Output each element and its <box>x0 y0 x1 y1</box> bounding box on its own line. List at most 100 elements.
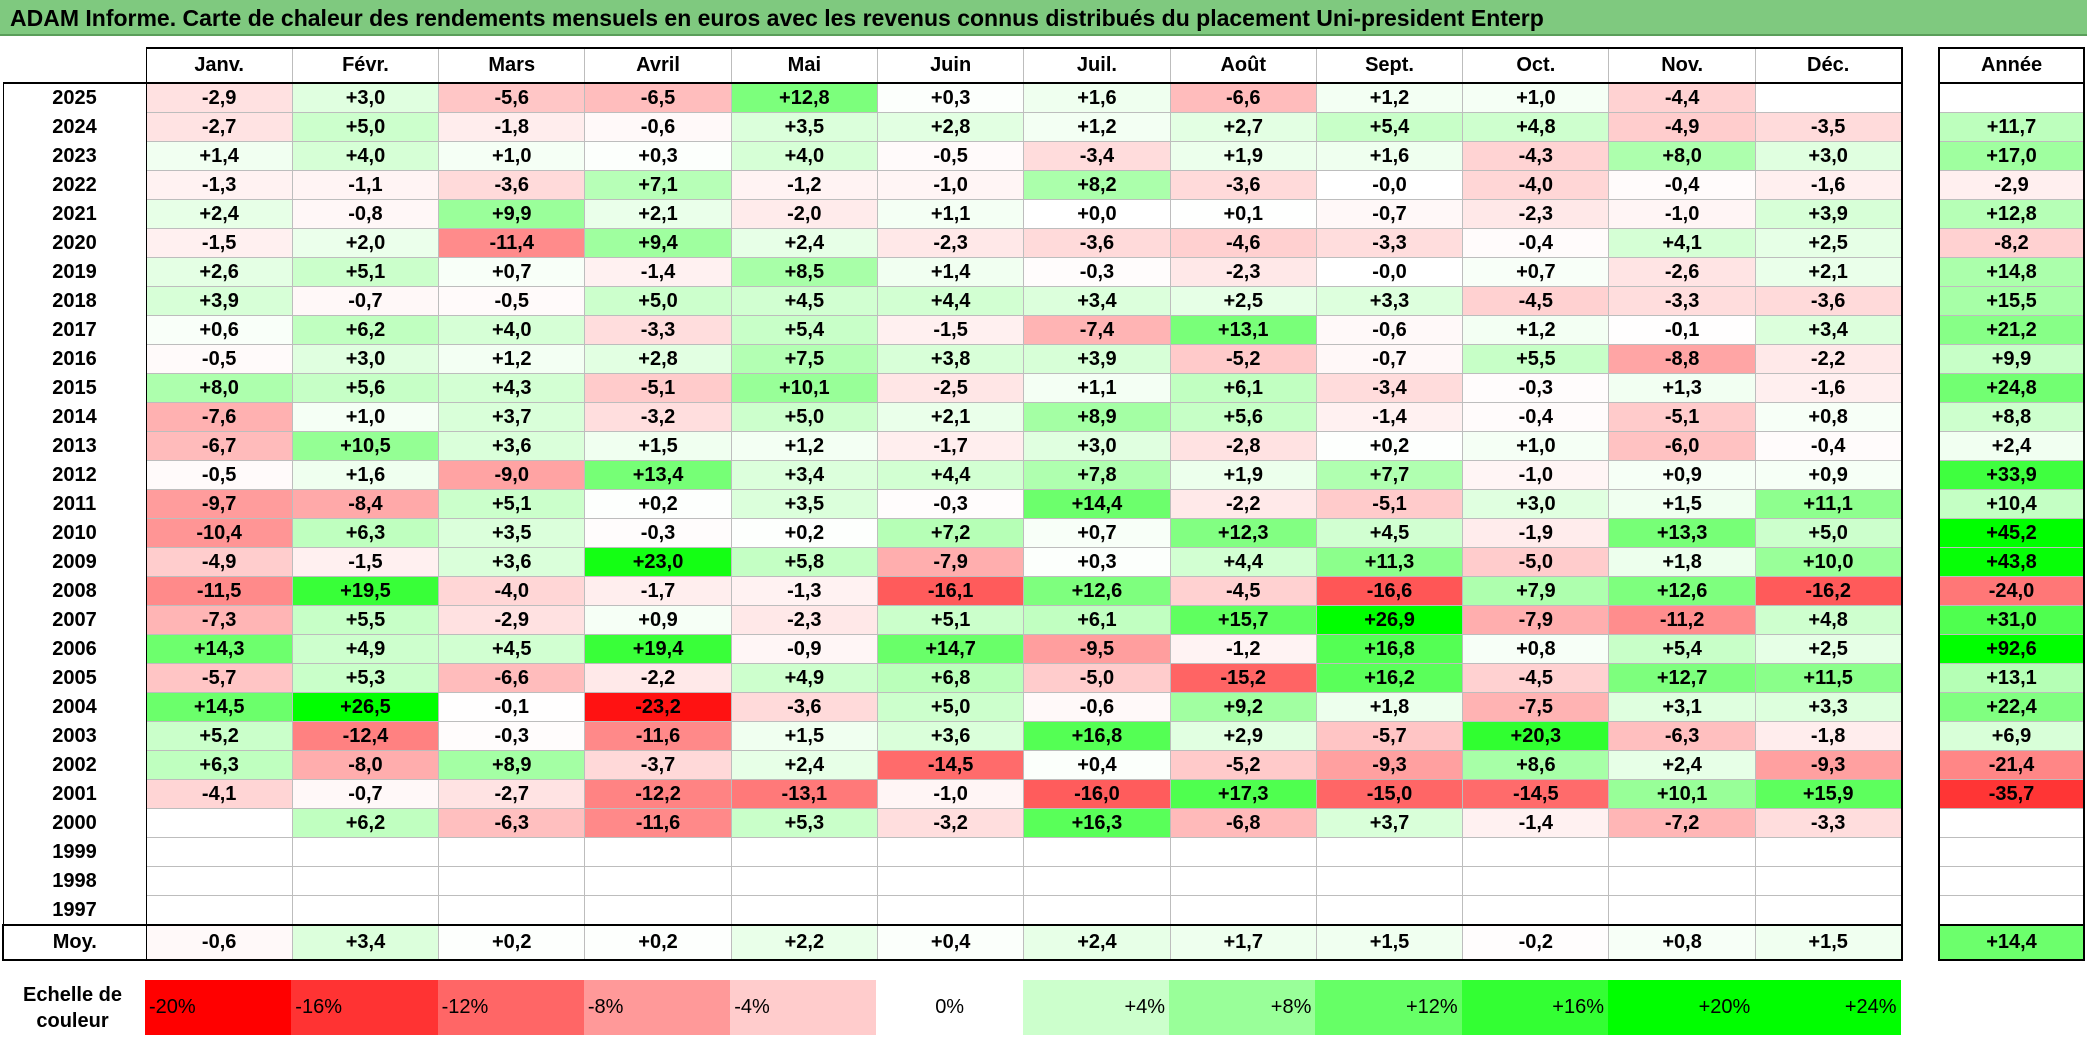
heatmap-cell: +7,9 <box>1462 576 1610 606</box>
heatmap-cell: +0,9 <box>584 605 732 635</box>
heatmap-cell: +3,1 <box>1608 692 1756 722</box>
heatmap-cell: +3,6 <box>438 547 586 577</box>
heatmap-cell: -11,4 <box>438 228 586 258</box>
heatmap-cell: -4,5 <box>1169 576 1317 606</box>
heatmap-cell: -6,8 <box>1169 808 1317 838</box>
heatmap-cell: +8,0 <box>145 373 293 403</box>
heatmap-cell: -2,3 <box>730 605 878 635</box>
color-scale-step: 0% <box>876 980 1023 1035</box>
heatmap-cell: -2,2 <box>584 663 732 693</box>
heatmap-cell: +15,7 <box>1169 605 1317 635</box>
heatmap-cell: +10,0 <box>1754 547 1903 577</box>
heatmap-cell <box>1315 837 1464 867</box>
color-scale: Echelle de couleur -20% -16% -12% -8% -4% 0% +… <box>0 980 1901 1035</box>
annual-cell <box>1938 866 2085 896</box>
heatmap-cell: -3,3 <box>1315 228 1464 258</box>
heatmap-cell: +1,6 <box>1023 82 1171 113</box>
heatmap-cell: +0,2 <box>1315 431 1464 461</box>
heatmap-cell: +5,3 <box>291 663 440 693</box>
heatmap-cell <box>1754 837 1903 867</box>
heatmap-cell: +0,8 <box>1462 634 1610 664</box>
annual-cell: -21,4 <box>1938 750 2085 780</box>
heatmap-cell: -0,3 <box>584 518 732 548</box>
heatmap-cell <box>1608 895 1756 926</box>
heatmap-cell: -4,9 <box>145 547 293 577</box>
heatmap-cell <box>145 866 293 896</box>
heatmap-cell: -1,3 <box>730 576 878 606</box>
heatmap-cell: +8,9 <box>1023 402 1171 432</box>
heatmap-cell: -14,5 <box>876 750 1025 780</box>
heatmap-cell: +13,3 <box>1608 518 1756 548</box>
heatmap-cell: +3,0 <box>291 82 440 113</box>
color-scale-step: +24% <box>1754 980 1901 1035</box>
annual-cell: -24,0 <box>1938 576 2085 606</box>
month-header: Févr. <box>291 47 440 84</box>
heatmap-cell <box>1315 895 1464 926</box>
heatmap-cell <box>1023 866 1171 896</box>
heatmap-cell: +1,0 <box>438 141 586 171</box>
heatmap-cell: -7,4 <box>1023 315 1171 345</box>
month-header: Avril <box>584 47 732 84</box>
annual-cell: +8,8 <box>1938 402 2085 432</box>
heatmap-cell: -9,7 <box>145 489 293 519</box>
heatmap-cell: +3,4 <box>1754 315 1903 345</box>
heatmap-cell: +7,7 <box>1315 460 1464 490</box>
heatmap-cell: +0,7 <box>1023 518 1171 548</box>
heatmap-cell: +5,0 <box>876 692 1025 722</box>
year-label: 2001 <box>2 779 147 809</box>
heatmap-cell <box>584 895 732 926</box>
heatmap-cell: +1,0 <box>1462 82 1610 113</box>
annual-cell: +12,8 <box>1938 199 2085 229</box>
year-label: 2007 <box>2 605 147 635</box>
heatmap-cell <box>1023 895 1171 926</box>
heatmap-cell: -5,0 <box>1462 547 1610 577</box>
heatmap-cell: +14,5 <box>145 692 293 722</box>
heatmap-cell <box>1023 837 1171 867</box>
heatmap-cell: +4,4 <box>876 460 1025 490</box>
average-label: Moy. <box>2 924 147 961</box>
heatmap-cell: -0,0 <box>1315 170 1464 200</box>
heatmap-cell: +0,1 <box>1169 199 1317 229</box>
heatmap-cell <box>145 895 293 926</box>
month-header: Juin <box>876 47 1025 84</box>
heatmap-cell: -16,1 <box>876 576 1025 606</box>
month-header: Juil. <box>1023 47 1171 84</box>
annual-cell: +14,8 <box>1938 257 2085 287</box>
heatmap-cell: -0,7 <box>1315 344 1464 374</box>
heatmap-cell: +2,5 <box>1169 286 1317 316</box>
year-label: 2010 <box>2 518 147 548</box>
heatmap-cell: -7,9 <box>1462 605 1610 635</box>
heatmap-cell: +2,8 <box>876 112 1025 142</box>
color-scale-step: +8% <box>1169 980 1316 1035</box>
heatmap-cell: +8,6 <box>1462 750 1610 780</box>
heatmap-cell: +3,0 <box>291 344 440 374</box>
heatmap-cell: +5,2 <box>145 721 293 751</box>
heatmap-cell: -1,0 <box>876 779 1025 809</box>
heatmap-cell: -11,6 <box>584 721 732 751</box>
heatmap-cell: +26,9 <box>1315 605 1464 635</box>
year-label: 2021 <box>2 199 147 229</box>
color-scale-step: +16% <box>1461 980 1608 1035</box>
heatmap-cell: +3,9 <box>1754 199 1903 229</box>
color-scale-step: +20% <box>1608 980 1755 1035</box>
heatmap-cell: +3,9 <box>1023 344 1171 374</box>
heatmap-cell: +17,3 <box>1169 779 1317 809</box>
heatmap-cell <box>1462 837 1610 867</box>
heatmap-cell: +3,0 <box>1023 431 1171 461</box>
annual-cell: -2,9 <box>1938 170 2085 200</box>
heatmap-cell: +5,1 <box>291 257 440 287</box>
color-scale-step: -16% <box>291 980 438 1035</box>
heatmap-cell: -2,9 <box>145 82 293 113</box>
annual-returns-table: Année +11,7 +17,0 -2,9 +12,8 -8,2 +14,8 +15,5 +2… <box>1938 47 2085 961</box>
heatmap-cell <box>1315 866 1464 896</box>
heatmap-cell: +4,9 <box>730 663 878 693</box>
heatmap-cell: -0,4 <box>1608 170 1756 200</box>
heatmap-cell: +2,7 <box>1169 112 1317 142</box>
heatmap-cell: +1,6 <box>291 460 440 490</box>
annual-cell: +21,2 <box>1938 315 2085 345</box>
heatmap-cell: +2,4 <box>730 228 878 258</box>
heatmap-cell: -11,2 <box>1608 605 1756 635</box>
heatmap-cell: -1,5 <box>291 547 440 577</box>
annual-cell: +2,4 <box>1938 431 2085 461</box>
heatmap-cell: +7,5 <box>730 344 878 374</box>
